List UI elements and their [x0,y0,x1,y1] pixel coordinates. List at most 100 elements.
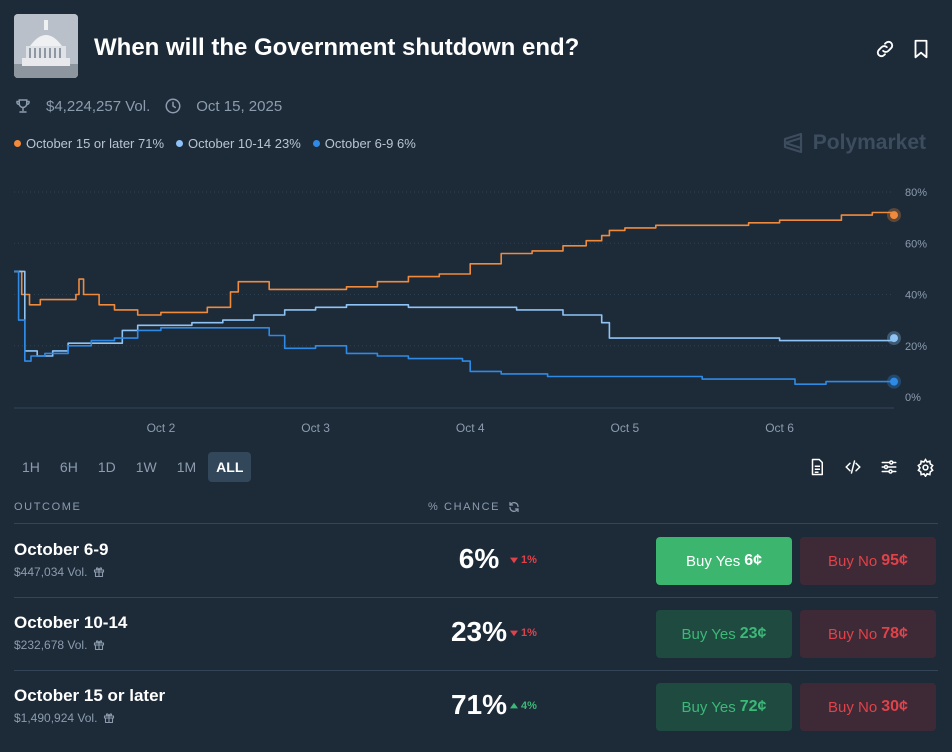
outcome-row[interactable]: October 6-9 $447,034 Vol. 6% 1% Buy Yes 6¢ Buy… [14,525,938,598]
sliders-icon[interactable] [878,456,900,478]
outcome-change-value: 1% [521,554,537,566]
series-line-october-6-9 [14,270,894,385]
brand-name: Polymarket [812,131,926,154]
arrow-down-icon [510,630,518,637]
buy-no-button[interactable]: Buy No 95¢ [800,537,936,585]
series-line-october-15-or-later [14,211,895,316]
link-icon[interactable] [874,38,896,60]
gift-icon [94,567,105,578]
range-button-6h[interactable]: 6H [59,459,78,475]
x-tick-label: Oct 3 [301,421,330,435]
outcome-volume-value: $232,678 Vol. [14,638,88,652]
embed-code-icon[interactable] [842,456,864,478]
outcome-change-value: 4% [521,700,537,712]
legend-label: October 15 or later 71% [26,136,165,151]
buy-yes-price: 23¢ [739,625,767,642]
x-tick-label: Oct 6 [765,421,794,435]
outcome-change: 4% [510,700,537,712]
outcome-change-value: 1% [521,627,537,639]
market-header: When will the Government shutdown end? [14,14,938,80]
x-tick-label: Oct 5 [611,421,640,435]
outcome-chance: 23% [450,616,508,647]
range-button-1m[interactable]: 1M [176,459,197,475]
outcome-column-header: OUTCOME [14,501,82,513]
range-button-1h[interactable]: 1H [22,459,40,475]
gear-icon[interactable] [914,456,936,478]
buy-no-price: 30¢ [881,698,908,715]
market-end-date: Oct 15, 2025 [196,97,283,115]
buy-no-price: 95¢ [881,552,908,569]
time-range-selector: 1H 6H 1D 1W 1M ALL [14,452,255,482]
range-button-1w[interactable]: 1W [135,459,157,475]
arrow-down-icon [510,557,518,564]
arrow-up-icon [510,702,518,709]
polymarket-logo-icon [783,132,802,154]
outcome-chance: 71% [450,689,508,720]
legend-item: October 6-9 6% [312,136,416,151]
buy-no-button[interactable]: Buy No 30¢ [800,683,936,731]
buy-yes-button[interactable]: Buy Yes 23¢ [656,610,792,658]
outcome-name: October 6-9 [14,540,109,559]
series-line-october-10-14 [14,270,895,357]
outcome-change: 1% [510,554,537,566]
buy-no-label: Buy No [828,625,878,643]
range-button-1d[interactable]: 1D [97,459,116,475]
chart-tools [792,456,936,478]
y-tick-label: 60% [905,238,927,250]
document-icon[interactable] [806,456,828,478]
price-chart[interactable]: 80% 60% 40% 20% 0% Oct 2 Oct 3 Oct 4 Oct 5 Oct 6 [0,170,952,445]
y-tick-label: 20% [905,341,927,353]
outcome-volume-value: $1,490,924 Vol. [14,711,98,725]
refresh-icon[interactable] [508,501,520,513]
series-end-dot-october-6-9 [890,377,898,386]
market-title: When will the Government shutdown end? [94,34,580,61]
range-button-all[interactable]: ALL [208,452,252,482]
polymarket-logo: Polymarket [781,131,926,155]
buy-yes-button[interactable]: Buy Yes 72¢ [656,683,792,731]
outcome-row[interactable]: October 10-14 $232,678 Vol. 23% 1% Buy Yes 23… [14,598,938,671]
buy-yes-price: 6¢ [744,552,762,569]
outcome-volume: $232,678 Vol. [14,638,105,652]
clock-icon [165,98,181,114]
outcomes-table-header: OUTCOME % CHANCE [14,500,938,524]
chart-legend: October 15 or later 71% October 10-14 23… [14,136,428,151]
legend-dot [176,140,184,147]
legend-label: October 6-9 6% [324,136,416,151]
buy-no-label: Buy No [828,552,878,570]
buy-yes-label: Buy Yes [681,698,736,716]
gift-icon [94,640,105,651]
outcome-volume-value: $447,034 Vol. [14,565,88,579]
outcome-volume: $1,490,924 Vol. [14,711,115,725]
buy-yes-price: 72¢ [739,698,767,715]
chance-column-label: % CHANCE [428,501,501,513]
market-image [14,14,78,78]
x-tick-label: Oct 2 [147,421,176,435]
outcome-name: October 10-14 [14,613,128,632]
bookmark-icon[interactable] [910,38,932,60]
legend-item: October 10-14 23% [176,136,301,151]
buy-no-button[interactable]: Buy No 78¢ [800,610,936,658]
outcome-row[interactable]: October 15 or later $1,490,924 Vol. 71% 4% B… [14,671,938,744]
legend-dot [14,140,21,147]
market-meta: $4,224,257 Vol. Oct 15, 2025 [14,96,296,116]
buy-yes-label: Buy Yes [681,625,736,643]
buy-no-price: 78¢ [881,625,908,642]
buy-yes-button[interactable]: Buy Yes 6¢ [656,537,792,585]
outcome-name: October 15 or later [14,686,166,705]
buy-yes-label: Buy Yes [685,552,741,570]
gift-icon [104,713,115,724]
chance-column-header: % CHANCE [428,501,520,513]
outcome-change: 1% [510,627,537,639]
buy-no-label: Buy No [828,698,878,716]
market-volume: $4,224,257 Vol. [46,97,151,115]
x-tick-label: Oct 4 [456,421,485,435]
legend-label: October 10-14 23% [188,136,301,151]
y-tick-label: 80% [905,187,927,199]
series-end-dot-october-10-14 [890,334,898,343]
legend-dot [312,140,320,147]
y-tick-label: 0% [905,392,921,404]
outcome-chance: 6% [458,543,500,574]
y-tick-label: 40% [905,290,927,302]
outcome-volume: $447,034 Vol. [14,565,105,579]
legend-item: October 15 or later 71% [14,136,164,151]
